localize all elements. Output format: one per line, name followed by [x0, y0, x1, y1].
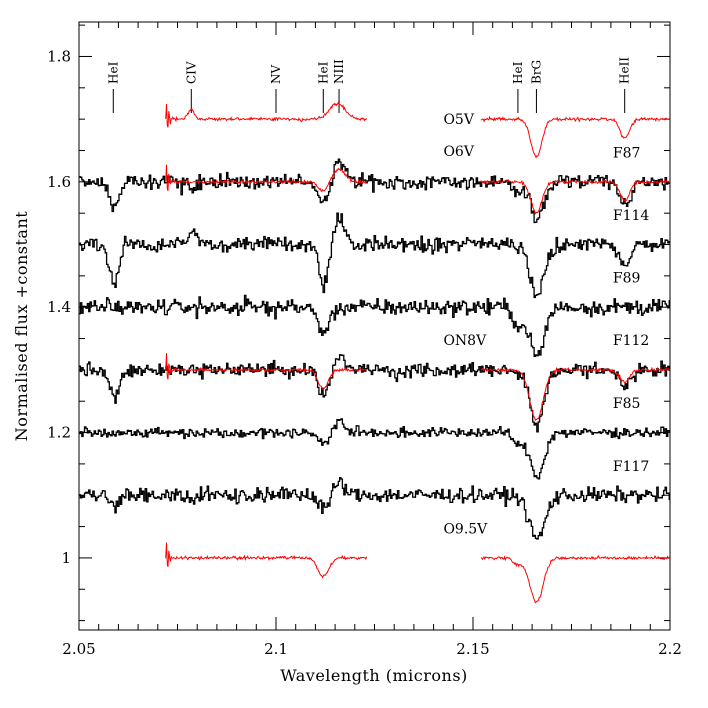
x-axis-label: Wavelength (microns) — [280, 666, 468, 685]
line-marker-label: HeI — [106, 61, 120, 84]
line-marker-label: HeII — [618, 57, 632, 84]
series-label: F114 — [613, 208, 650, 224]
y-tick-label: 1.4 — [47, 298, 71, 316]
series-on8v-segment — [165, 353, 367, 391]
plot-frame — [78, 21, 671, 631]
series-o9-5v-segment — [165, 542, 368, 579]
line-marker-label: CIV — [184, 61, 198, 84]
y-tick-label: 1 — [61, 549, 71, 567]
line-marker-label: HeI — [511, 61, 525, 84]
series-f87-line — [79, 158, 670, 224]
series-label: F85 — [613, 396, 641, 412]
series-o6v-segment — [480, 179, 671, 215]
series-f114-line — [79, 212, 670, 299]
series-label: F87 — [613, 145, 641, 161]
series-f85-line — [79, 418, 670, 480]
series-o5v-segment — [480, 115, 670, 159]
line-marker-label: BrG — [529, 60, 543, 84]
series-o5v-segment — [165, 101, 368, 128]
line-markers: HeI CIV NV HeI NIII HeI BrG HeII — [106, 57, 632, 113]
series-label: O9.5V — [443, 521, 488, 537]
y-tick-label: 1.2 — [47, 424, 71, 442]
series-label: ON8V — [443, 333, 487, 349]
line-marker-label: NIII — [332, 59, 346, 84]
series-on8v-segment — [480, 365, 671, 422]
line-marker-label: NV — [269, 65, 283, 85]
y-tick-label: 1.6 — [47, 173, 71, 191]
series-o9-5v-segment — [480, 554, 671, 604]
series-f89-line — [79, 294, 670, 357]
series-label: O6V — [443, 144, 474, 160]
series-label: F112 — [613, 333, 649, 349]
x-tick-label: 2.2 — [658, 640, 682, 658]
series-label: O5V — [443, 112, 474, 128]
line-marker-label: HeI — [316, 61, 330, 84]
axis-ticks — [78, 22, 671, 630]
y-axis-label: Normalised flux +constant — [12, 211, 31, 441]
series-f112-line — [79, 354, 670, 433]
spectra-series — [79, 101, 671, 604]
tick-labels: 2.05 2.1 2.15 2.2 1 1.2 1.4 1.6 1.8 — [47, 47, 682, 658]
series-f117-line — [79, 476, 670, 540]
series-label: F89 — [613, 271, 641, 287]
x-tick-label: 2.15 — [456, 640, 489, 658]
series-labels: F87 F114 F89 F112 F85 F117 O5V O6V ON8V O9.5V — [443, 112, 649, 537]
series-o6v-segment — [165, 164, 368, 193]
series-label: F117 — [613, 459, 649, 475]
x-tick-label: 2.05 — [62, 640, 95, 658]
y-tick-label: 1.8 — [47, 47, 71, 65]
x-tick-label: 2.1 — [264, 640, 288, 658]
